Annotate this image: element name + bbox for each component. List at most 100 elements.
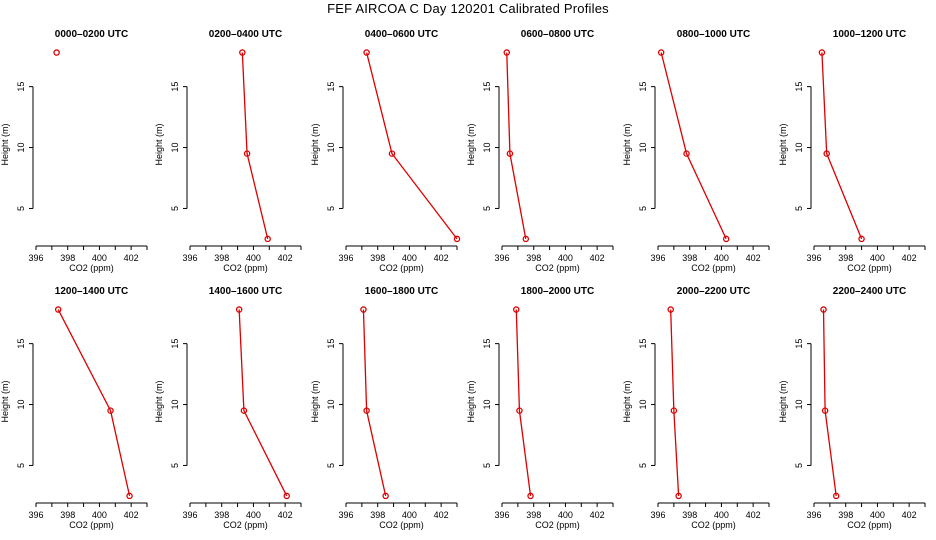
y-tick-label: 15: [638, 339, 648, 349]
x-tick-label: 398: [682, 253, 697, 263]
data-point: [388, 150, 396, 157]
data-point: [360, 306, 367, 313]
panel-title: 0200–0400 UTC: [209, 29, 282, 40]
x-tick-label: 400: [558, 253, 573, 263]
x-tick-label: 396: [182, 253, 197, 263]
x-axis-label: CO2 (ppm): [535, 520, 580, 530]
x-tick-label: 396: [338, 510, 353, 520]
x-tick-label: 400: [92, 253, 107, 263]
data-point: [503, 49, 511, 56]
x-tick-label: 402: [590, 510, 605, 520]
x-tick-label: 398: [370, 253, 385, 263]
y-tick-label: 10: [482, 400, 492, 410]
y-tick-label: 15: [638, 82, 648, 92]
x-tick-label: 396: [28, 253, 43, 263]
data-point: [382, 492, 389, 500]
data-point: [722, 235, 730, 243]
panel-5: 0800–1000 UTC 396 398 400 402 CO2 (ppm) 5 10 15 H…: [622, 29, 770, 273]
data-point: [235, 306, 243, 313]
y-tick-label: 5: [326, 206, 336, 211]
panel-12: 2200–2400 UTC 396 398 400 402 CO2 (ppm) 5 10 15 H…: [778, 286, 926, 530]
data-point: [363, 407, 370, 414]
data-point: [670, 407, 678, 414]
profile-line: [506, 52, 527, 240]
x-tick-label: 396: [494, 510, 509, 520]
y-tick-label: 10: [16, 143, 26, 153]
x-axis-label: CO2 (ppm): [69, 520, 114, 530]
panel-4: 0600–0800 UTC 396 398 400 402 CO2 (ppm) 5 10 15 H…: [466, 29, 614, 273]
y-tick-label: 5: [170, 206, 180, 211]
profile-line: [362, 309, 387, 497]
x-tick-label: 396: [338, 253, 353, 263]
x-axis-label: CO2 (ppm): [223, 520, 268, 530]
x-axis-label: CO2 (ppm): [535, 263, 580, 273]
data-point: [243, 150, 251, 157]
profile-line: [822, 309, 837, 496]
panel-3: 0400–0600 UTC 396 398 400 402 CO2 (ppm) 5 10 15 H…: [310, 29, 461, 273]
data-point: [820, 306, 827, 313]
x-tick-label: 402: [746, 510, 761, 520]
x-tick-label: 396: [182, 510, 197, 520]
x-tick-label: 402: [278, 253, 293, 263]
y-tick-label: 5: [638, 463, 648, 468]
data-point: [239, 49, 246, 56]
profile-line: [660, 52, 727, 240]
x-tick-label: 400: [714, 510, 729, 520]
y-axis-label: Height (m): [622, 380, 632, 422]
x-tick-label: 402: [124, 253, 139, 263]
x-axis-label: CO2 (ppm): [691, 263, 736, 273]
data-point: [657, 49, 665, 56]
panel-title: 1400–1600 UTC: [209, 286, 282, 297]
profile-line: [670, 309, 680, 496]
y-axis-label: Height (m): [466, 380, 476, 422]
profile-line: [238, 309, 288, 497]
x-axis-label: CO2 (ppm): [691, 520, 736, 530]
profile-line: [365, 52, 458, 240]
y-tick-label: 10: [638, 400, 648, 410]
x-tick-label: 402: [278, 510, 293, 520]
panel-title: 0800–1000 UTC: [677, 29, 750, 40]
y-axis-label: Height (m): [154, 123, 164, 165]
data-point: [675, 492, 682, 500]
x-tick-label: 398: [370, 510, 385, 520]
panel-6: 1000–1200 UTC 396 398 400 402 CO2 (ppm) 5 10 15 H…: [778, 29, 926, 273]
y-tick-label: 10: [170, 143, 180, 153]
panel-title: 0600–0800 UTC: [521, 29, 594, 40]
panel-title: 0000–0200 UTC: [55, 29, 128, 40]
y-axis-label: Height (m): [778, 380, 788, 422]
y-tick-label: 15: [16, 82, 26, 92]
panel-11: 2000–2200 UTC 396 398 400 402 CO2 (ppm) 5 10 15 H…: [622, 286, 770, 530]
x-tick-label: 396: [28, 510, 43, 520]
y-tick-label: 15: [170, 339, 180, 349]
y-axis-label: Height (m): [778, 123, 788, 165]
data-point: [821, 407, 829, 414]
y-tick-label: 15: [16, 339, 26, 349]
data-point: [818, 49, 826, 56]
y-tick-label: 10: [326, 400, 336, 410]
y-tick-label: 5: [170, 463, 180, 468]
x-tick-label: 400: [870, 253, 885, 263]
y-tick-label: 15: [170, 82, 180, 92]
y-axis-label: Height (m): [0, 380, 10, 422]
panel-title: 2200–2400 UTC: [833, 286, 906, 297]
data-point: [667, 306, 674, 313]
x-tick-label: 402: [590, 253, 605, 263]
panel-title: 0400–0600 UTC: [365, 29, 438, 40]
profile-line: [515, 309, 532, 496]
y-axis-label: Height (m): [622, 123, 632, 165]
profile-line: [241, 52, 269, 240]
profile-line: [821, 52, 863, 240]
panel-10: 1800–2000 UTC 396 398 400 402 CO2 (ppm) 5 10 15 H…: [466, 286, 614, 530]
data-point: [506, 150, 514, 157]
x-tick-label: 402: [902, 253, 917, 263]
y-tick-label: 5: [16, 206, 26, 211]
y-tick-label: 5: [794, 463, 804, 468]
chart-title: FEF AIRCOA C Day 120201 Calibrated Profi…: [327, 1, 609, 16]
x-tick-label: 402: [434, 253, 449, 263]
y-tick-label: 15: [482, 82, 492, 92]
panel-8: 1400–1600 UTC 396 398 400 402 CO2 (ppm) 5 10 15 H…: [154, 286, 302, 530]
data-point: [683, 150, 690, 157]
data-point: [453, 235, 461, 243]
x-tick-label: 396: [650, 253, 665, 263]
